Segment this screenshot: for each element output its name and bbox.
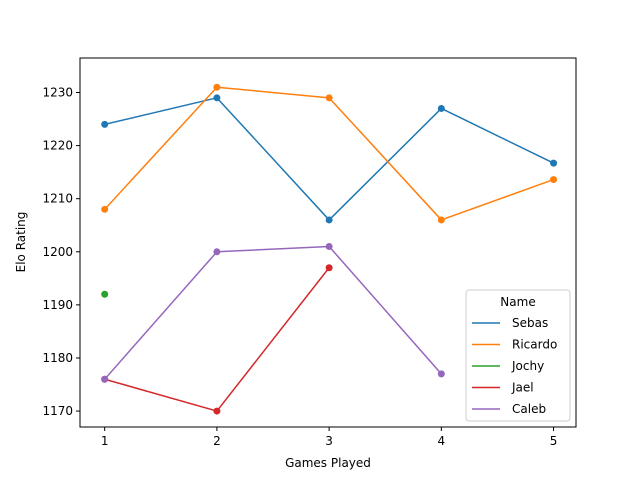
- series-sebas: [101, 94, 558, 224]
- legend-item-sebas: Sebas: [472, 316, 548, 330]
- data-point-caleb: [325, 242, 333, 250]
- data-point-sebas: [101, 120, 109, 128]
- data-point-ricardo: [101, 205, 109, 213]
- data-point-sebas: [437, 104, 445, 112]
- data-point-jochy: [101, 290, 109, 298]
- y-tick-label: 1170: [42, 404, 73, 418]
- y-tick-label: 1200: [42, 245, 73, 259]
- data-point-caleb: [437, 370, 445, 378]
- data-point-sebas: [325, 216, 333, 224]
- data-point-ricardo: [550, 176, 558, 184]
- legend: Name Sebas Ricardo Jochy Jael Caleb: [465, 289, 571, 422]
- series-caleb: [101, 242, 445, 383]
- series-jochy: [101, 290, 109, 298]
- data-point-jael: [213, 407, 221, 415]
- legend-item-jochy: Jochy: [472, 359, 544, 373]
- data-point-sebas: [550, 159, 558, 167]
- x-axis-label: Games Played: [285, 456, 371, 470]
- legend-item-jael: Jael: [472, 381, 534, 395]
- y-tick-label: 1190: [42, 298, 73, 312]
- data-point-sebas: [213, 94, 221, 102]
- data-point-ricardo: [213, 83, 221, 91]
- legend-items: Sebas Ricardo Jochy Jael Caleb: [472, 316, 557, 416]
- legend-item-ricardo: Ricardo: [472, 338, 557, 352]
- y-axis-label: Elo Rating: [14, 212, 28, 273]
- legend-label-jael: Jael: [511, 381, 534, 395]
- data-point-caleb: [101, 375, 109, 383]
- data-point-jael: [325, 264, 333, 272]
- x-axis-ticks: 1 2 3 4 5: [101, 427, 558, 448]
- legend-label-ricardo: Ricardo: [512, 338, 557, 352]
- series-line-caleb: [103, 245, 443, 381]
- legend-label-jochy: Jochy: [511, 359, 544, 373]
- data-point-ricardo: [437, 216, 445, 224]
- x-tick-label: 3: [325, 434, 333, 448]
- data-point-ricardo: [325, 94, 333, 102]
- y-axis-ticks: 1170 1180 1190 1200 1210 1220 1230: [42, 86, 80, 418]
- legend-item-caleb: Caleb: [472, 402, 546, 416]
- y-tick-label: 1230: [42, 86, 73, 100]
- y-tick-label: 1220: [42, 139, 73, 153]
- legend-label-sebas: Sebas: [512, 316, 548, 330]
- series-ricardo: [101, 83, 558, 224]
- axes-frame: [79, 57, 577, 428]
- series-layer: [101, 83, 558, 415]
- x-tick-label: 1: [101, 434, 109, 448]
- legend-title: Name: [500, 295, 535, 309]
- x-tick-label: 5: [550, 434, 558, 448]
- y-tick-label: 1180: [42, 351, 73, 365]
- legend-label-caleb: Caleb: [512, 402, 546, 416]
- data-point-caleb: [213, 248, 221, 256]
- x-tick-label: 4: [438, 434, 446, 448]
- plot-area: 1 2 3 4 5 1170 1180 1190 1200 1210 1220 1230: [42, 57, 577, 448]
- x-tick-label: 2: [213, 434, 221, 448]
- y-tick-label: 1210: [42, 192, 73, 206]
